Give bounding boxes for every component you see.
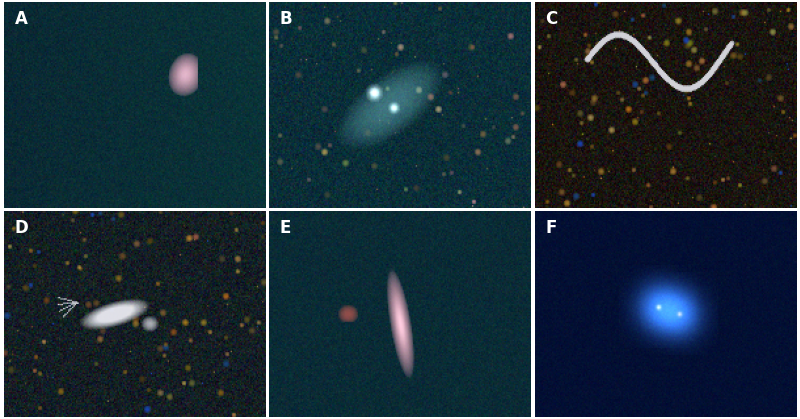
- Text: F: F: [545, 219, 557, 237]
- Text: D: D: [14, 219, 28, 237]
- Text: C: C: [545, 10, 558, 28]
- Text: A: A: [14, 10, 27, 28]
- Text: E: E: [280, 219, 291, 237]
- Text: B: B: [280, 10, 293, 28]
